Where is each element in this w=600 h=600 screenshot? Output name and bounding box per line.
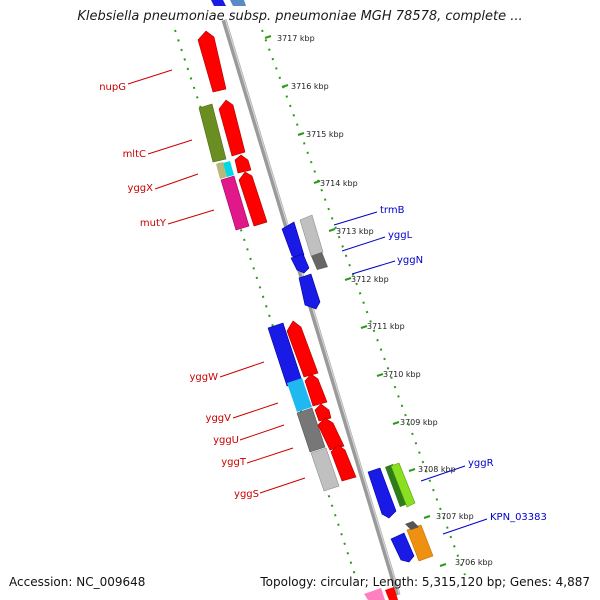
leader-line [341,236,386,252]
gene-label-yggV: yggV [206,413,232,424]
gene-block-darkgray-yggL [311,252,328,270]
tick-label: 3708 kbp [418,465,456,474]
gene-arrow-mutY [238,171,268,227]
tick-label: 3716 kbp [291,82,329,91]
tick-label: 3714 kbp [320,179,358,188]
gene-block-khaki [216,162,227,179]
gene-block-skyblue-yggV [287,378,312,412]
genome-summary-text: Topology: circular; Length: 5,315,120 bp… [260,575,590,589]
leader-line [167,209,215,225]
tick-mark [281,84,289,88]
gene-label-yggW: yggW [189,372,218,383]
tick-label: 3712 kbp [351,275,389,284]
leader-line [420,465,466,482]
tick-label: 3710 kbp [383,370,421,379]
leader-line [333,211,378,226]
gene-arrow-nupG [197,30,227,93]
gene-arrow-blue-yggR [367,467,397,519]
tick-label: 3713 kbp [336,227,374,236]
gene-label-yggX: yggX [128,183,154,194]
tick-mark [313,180,321,184]
gene-block-magenta [220,175,250,231]
gene-arrow-blue-kpn [390,532,415,563]
tick-mark [392,421,400,425]
tick-label: 3706 kbp [455,558,493,567]
tick-label: 3717 kbp [277,34,315,43]
tick-mark [423,515,431,519]
leader-line [232,402,279,419]
left-gene-labels: nupG mltC yggX mutY yggW yggV yggU yggT … [99,69,306,500]
gene-arrow-yggN [298,273,321,310]
leader-line [239,424,285,441]
tick-mark [344,277,352,281]
gene-label-nupG: nupG [99,82,126,93]
gene-label-KPN_03383: KPN_03383 [490,512,547,523]
gene-block-lightgray-yggS [310,447,340,492]
gene-block-cyan [223,161,234,177]
gene-block-olive [198,103,227,163]
gene-label-mutY: mutY [140,218,167,229]
gene-arrow-red-1 [286,320,319,378]
gene-arrow-yggL [290,253,310,274]
gene-block-darkgray-kpn [405,521,419,530]
tick-label: 3709 kbp [400,418,438,427]
bottom-feature-pink [364,588,385,600]
gene-label-trmB: trmB [380,205,405,216]
right-gene-labels: trmB yggL yggN yggR KPN_03383 [333,205,547,535]
gene-arrow-red-4 [330,444,357,482]
accession-text: Accession: NC_009648 [9,575,146,589]
tick-mark [376,373,384,377]
map-title: Klebsiella pneumoniae subsp. pneumoniae … [77,9,523,24]
gene-block-lime-yggR [390,462,416,508]
leader-line [219,361,265,378]
tick-mark [328,228,336,232]
leader-line [351,260,396,275]
leader-line [442,518,488,535]
gene-arrow-red-3 [317,417,345,451]
gene-block-gray-yggT [296,407,326,453]
gene-label-yggL: yggL [388,230,413,241]
gene-block-darkgreen [385,464,408,507]
leader-line [259,477,306,494]
top-feature-blue [211,0,226,6]
top-feature-steelblue [230,0,246,6]
gene-label-yggT: yggT [221,457,247,468]
right-dotted-track [261,29,466,576]
gene-label-yggS: yggS [234,489,259,500]
leader-line [147,139,193,155]
tick-mark [360,325,368,329]
tick-label: 3711 kbp [367,322,405,331]
tick-mark [264,35,272,39]
gene-label-yggN: yggN [397,255,423,266]
gene-arrow-mltC [218,99,246,157]
gene-label-yggU: yggU [213,435,239,446]
tick-label: 3707 kbp [436,512,474,521]
gene-arrow-red-2 [304,373,328,407]
gene-label-yggR: yggR [468,458,494,469]
tick-label: 3715 kbp [306,130,344,139]
gene-arrow-red-yggU [314,403,332,422]
bottom-feature-red [385,587,398,600]
feature-blocks [197,30,434,600]
tick-mark [297,132,305,136]
gene-label-mltC: mltC [123,149,146,160]
gene-arrow-yggX [234,154,252,174]
leader-line [154,173,199,190]
tick-mark [439,563,447,567]
leader-line [127,69,173,85]
leader-line [246,447,294,464]
scale-ticks: 3717 kbp 3716 kbp 3715 kbp 3714 kbp 3713… [264,34,493,567]
tick-mark [408,468,416,472]
gene-block-lightgray [299,214,324,257]
gene-arrow-trmB [281,221,305,260]
